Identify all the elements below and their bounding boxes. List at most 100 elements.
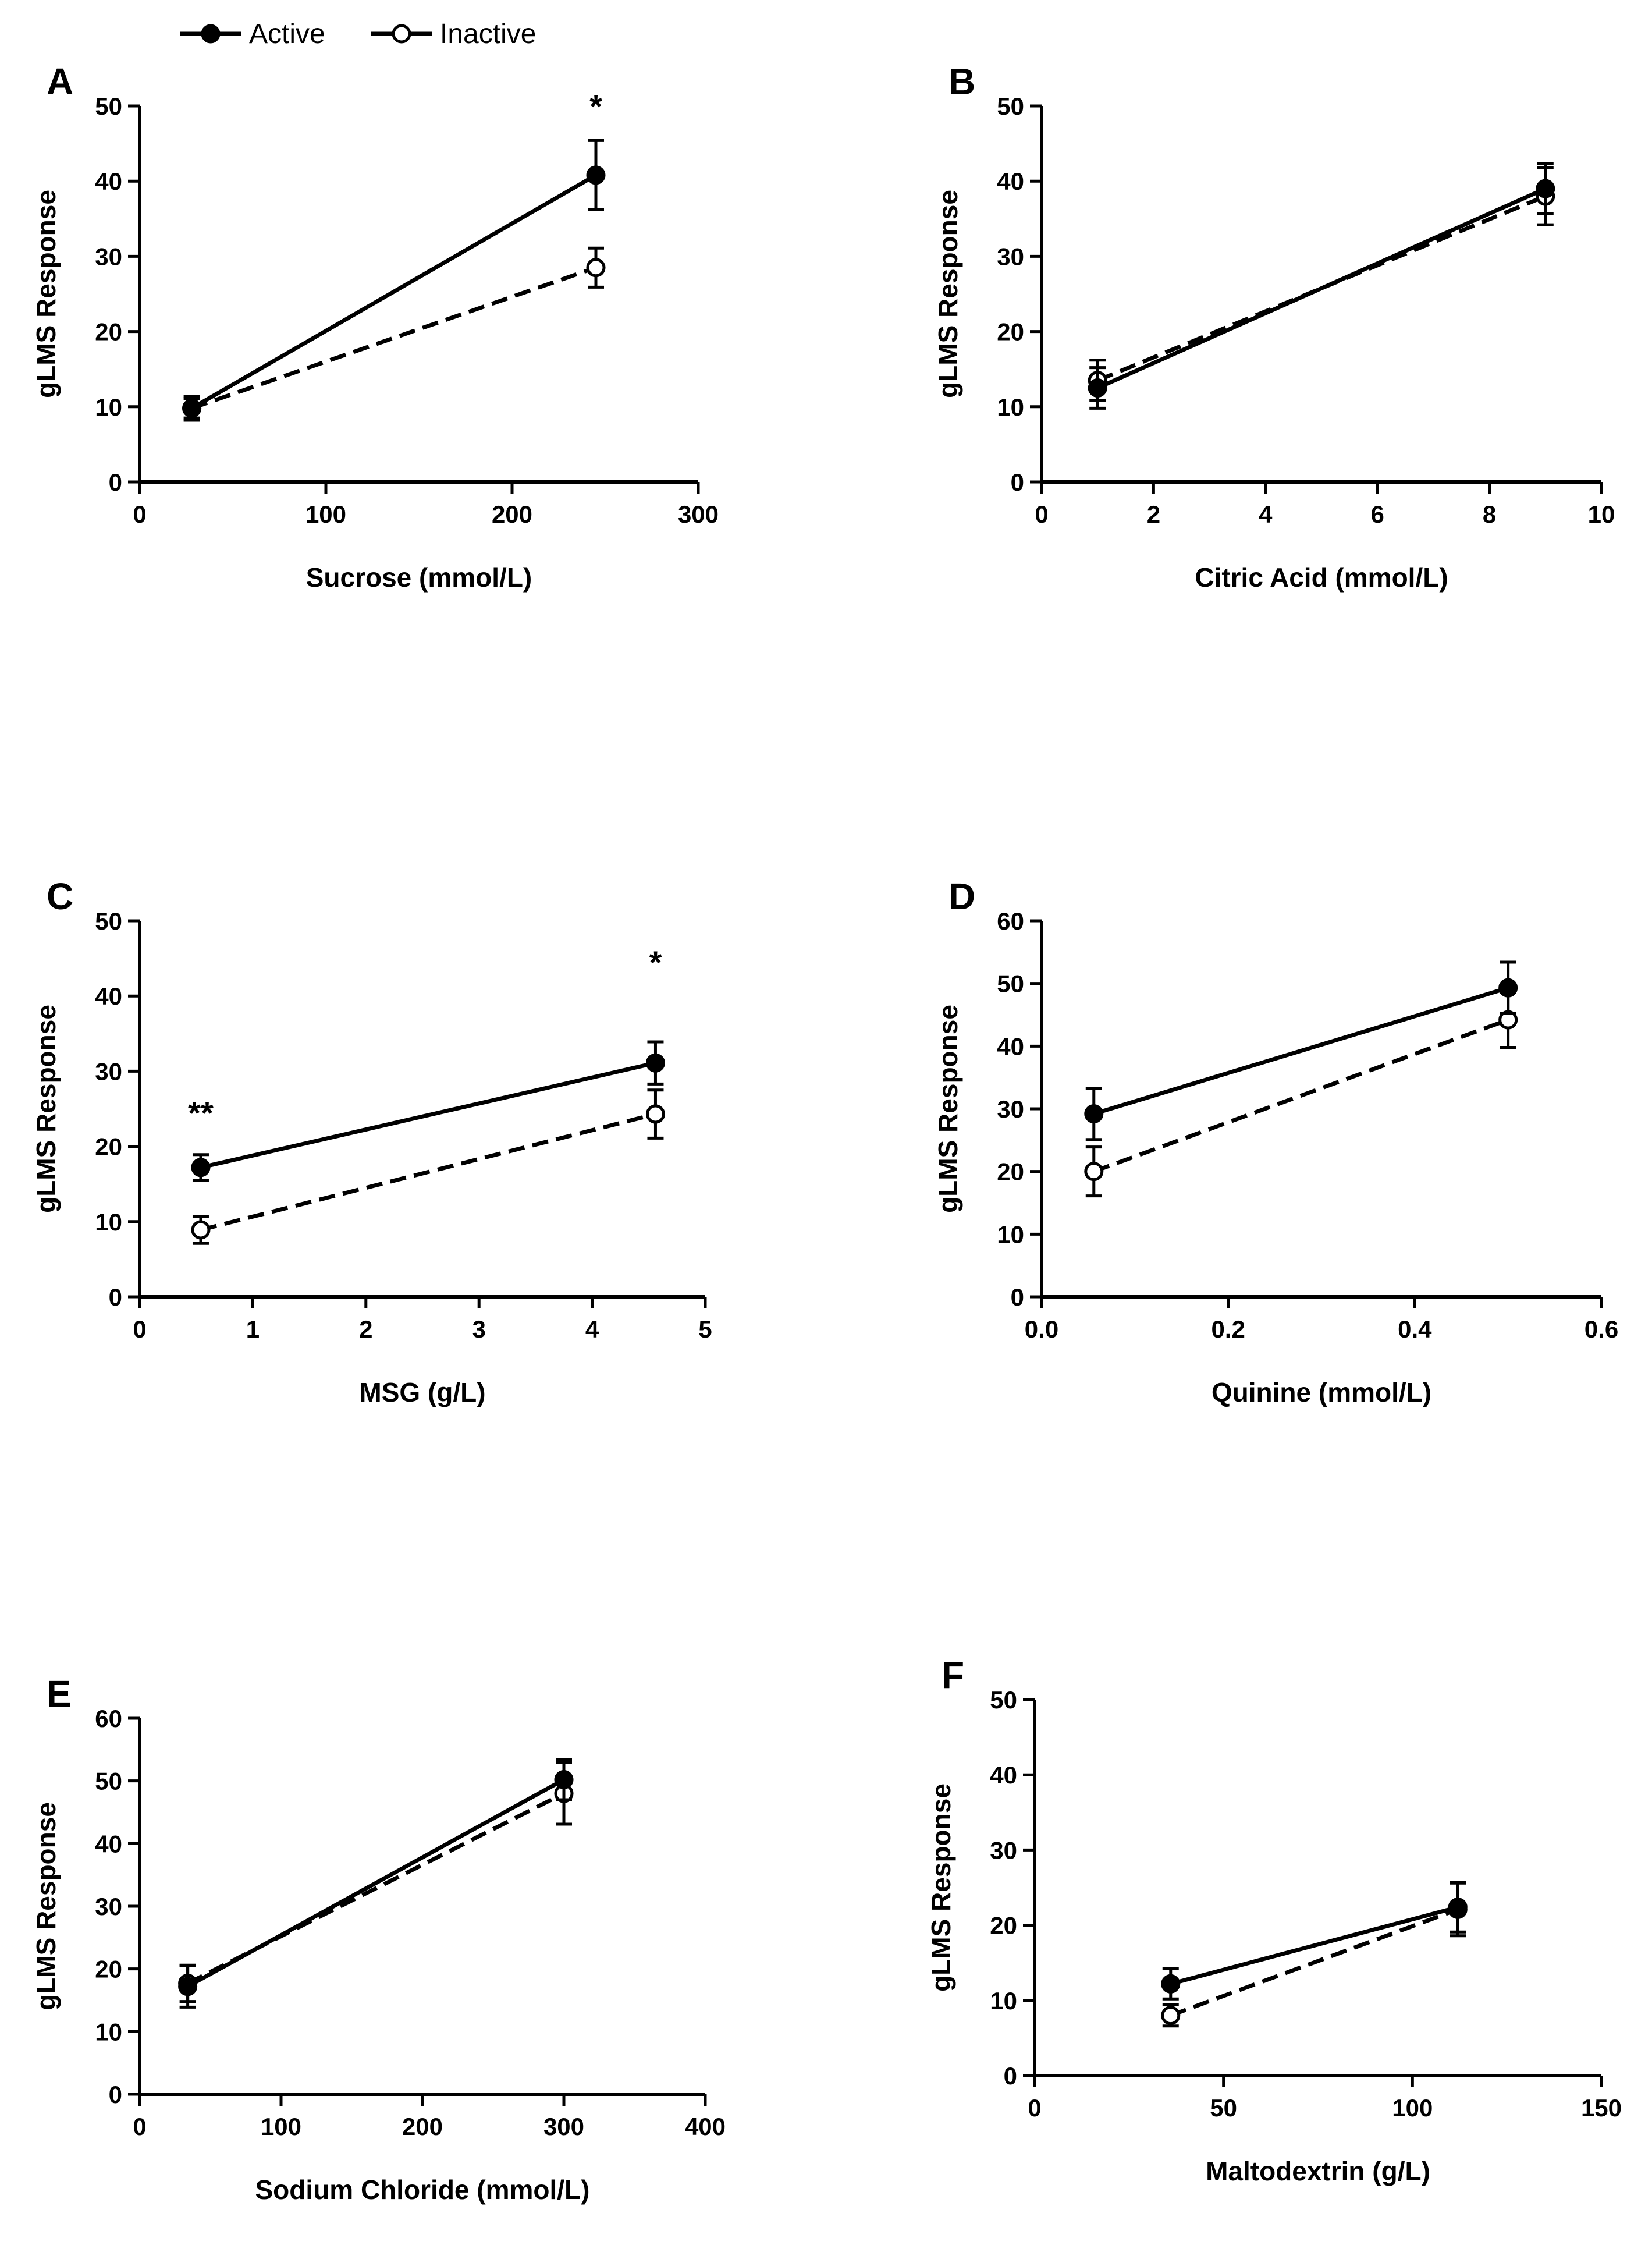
significance-label: ** — [188, 1094, 214, 1131]
series-line-inactive — [1170, 1907, 1459, 2017]
chart-panel-b: 0 10 20 30 40 50 0 2 4 6 8 10 Citric Acid (mmol/L) gL… — [933, 61, 1615, 593]
y-tick-label: 50 — [997, 93, 1024, 120]
x-tick-label: 3 — [472, 1315, 486, 1343]
data-point-active — [1448, 1898, 1468, 1917]
x-tick-label: 6 — [1371, 501, 1384, 528]
y-tick-label: 30 — [95, 1893, 122, 1920]
y-axis-label: gLMS Response — [31, 1005, 61, 1213]
series-line-active — [1096, 186, 1547, 390]
y-tick-label: 40 — [997, 1033, 1024, 1060]
x-tick-label: 5 — [698, 1315, 712, 1343]
x-tick-label: 0 — [133, 2113, 146, 2140]
x-tick-label: 100 — [261, 2113, 301, 2140]
x-tick-label: 0.2 — [1211, 1315, 1245, 1343]
x-tick-label: 4 — [1259, 501, 1273, 528]
y-axis-label: gLMS Response — [31, 1802, 61, 2010]
legend-inactive-marker — [392, 24, 411, 44]
y-tick-label: 40 — [997, 168, 1024, 195]
y-tick-label: 60 — [95, 1705, 122, 1732]
y-tick-label: 0 — [109, 469, 122, 496]
x-tick-label: 0 — [1028, 2094, 1041, 2122]
y-tick-label: 0 — [109, 1283, 122, 1311]
data-point-active — [191, 1158, 211, 1178]
x-tick-label: 300 — [678, 501, 719, 528]
panel-label-a: A — [47, 61, 73, 102]
panel-label-d: D — [948, 875, 975, 917]
y-tick-label: 10 — [997, 393, 1024, 421]
series-line-active — [190, 173, 597, 410]
y-tick-label: 20 — [997, 318, 1024, 346]
y-tick-label: 30 — [95, 243, 122, 270]
series-line-inactive — [1093, 1017, 1509, 1173]
series-line-inactive — [1096, 194, 1547, 382]
x-tick-label: 150 — [1581, 2094, 1622, 2122]
x-tick-label: 0.0 — [1025, 1315, 1058, 1343]
data-point-active — [1161, 1974, 1181, 1994]
data-point-inactive — [1084, 1162, 1104, 1182]
x-tick-label: 50 — [1210, 2094, 1237, 2122]
y-tick-label: 30 — [997, 243, 1024, 270]
x-axis-label: Citric Acid (mmol/L) — [1195, 562, 1448, 593]
y-tick-label: 40 — [95, 983, 122, 1010]
y-tick-label: 50 — [990, 1686, 1017, 1714]
series-line-active — [186, 1778, 565, 1988]
legend-active-label: Active — [249, 19, 325, 49]
significance-label: * — [649, 944, 662, 981]
y-axis-label: gLMS Response — [933, 190, 963, 398]
data-point-active — [1498, 978, 1518, 998]
y-tick-label: 10 — [95, 1208, 122, 1236]
chart-panel-d: 0 10 20 30 40 50 60 0.0 0.2 0.4 0.6 Quinine (mmol/L… — [933, 875, 1618, 1407]
significance-label: * — [589, 88, 602, 125]
y-tick-label: 30 — [997, 1095, 1024, 1123]
x-axis-label: MSG (g/L) — [359, 1377, 485, 1407]
x-tick-label: 2 — [1147, 501, 1160, 528]
x-tick-label: 0 — [1035, 501, 1048, 528]
data-point-inactive — [1161, 2006, 1181, 2026]
x-tick-label: 300 — [543, 2113, 584, 2140]
y-tick-label: 30 — [990, 1836, 1017, 1864]
legend-active-marker — [201, 24, 221, 44]
y-axis-label: gLMS Response — [31, 190, 61, 398]
x-tick-label: 8 — [1483, 501, 1496, 528]
y-axis-label: gLMS Response — [926, 1783, 956, 1992]
y-tick-label: 40 — [990, 1761, 1017, 1789]
data-point-active — [645, 1053, 665, 1073]
y-tick-label: 50 — [95, 907, 122, 935]
x-axis-label: Quinine (mmol/L) — [1212, 1377, 1431, 1407]
series-line-inactive — [200, 1112, 656, 1232]
series-line-active — [1093, 985, 1509, 1116]
y-tick-label: 20 — [95, 1133, 122, 1161]
x-tick-label: 100 — [1392, 2094, 1433, 2122]
panel-label-b: B — [948, 61, 975, 102]
x-tick-label: 0.6 — [1585, 1315, 1618, 1343]
y-tick-label: 40 — [95, 1830, 122, 1857]
y-tick-label: 0 — [1011, 1283, 1024, 1311]
x-tick-label: 0 — [133, 501, 146, 528]
y-tick-label: 20 — [95, 318, 122, 346]
y-axis-label: gLMS Response — [933, 1005, 963, 1213]
chart-panel-c: 0 10 20 30 40 50 0 1 2 3 4 5 MSG (g/L) gLMS Response C… — [31, 875, 712, 1407]
x-axis-label: Sodium Chloride (mmol/L) — [255, 2175, 590, 2205]
data-point-active — [1084, 1104, 1104, 1124]
y-tick-label: 50 — [95, 1768, 122, 1795]
y-tick-label: 0 — [1011, 469, 1024, 496]
data-point-active — [1088, 378, 1107, 398]
series-line-inactive — [187, 1792, 565, 1985]
y-tick-label: 0 — [109, 2081, 122, 2108]
data-point-inactive — [586, 258, 606, 278]
y-tick-label: 10 — [95, 2018, 122, 2045]
y-tick-label: 30 — [95, 1058, 122, 1085]
x-axis-label: Maltodextrin (g/L) — [1206, 2156, 1430, 2186]
x-tick-label: 2 — [359, 1315, 372, 1343]
y-tick-label: 50 — [997, 970, 1024, 998]
y-tick-label: 10 — [997, 1221, 1024, 1248]
legend: Active Inactive — [180, 19, 536, 49]
data-point-active — [586, 165, 606, 185]
x-tick-label: 1 — [246, 1315, 260, 1343]
y-tick-label: 10 — [95, 393, 122, 421]
y-tick-label: 20 — [95, 1956, 122, 1983]
x-tick-label: 200 — [402, 2113, 443, 2140]
data-point-active — [182, 398, 202, 418]
chart-panel-e: 0 10 20 30 40 50 60 0 100 200 300 400 Sodium Chlorid… — [31, 1673, 726, 2205]
y-tick-label: 20 — [990, 1912, 1017, 1939]
